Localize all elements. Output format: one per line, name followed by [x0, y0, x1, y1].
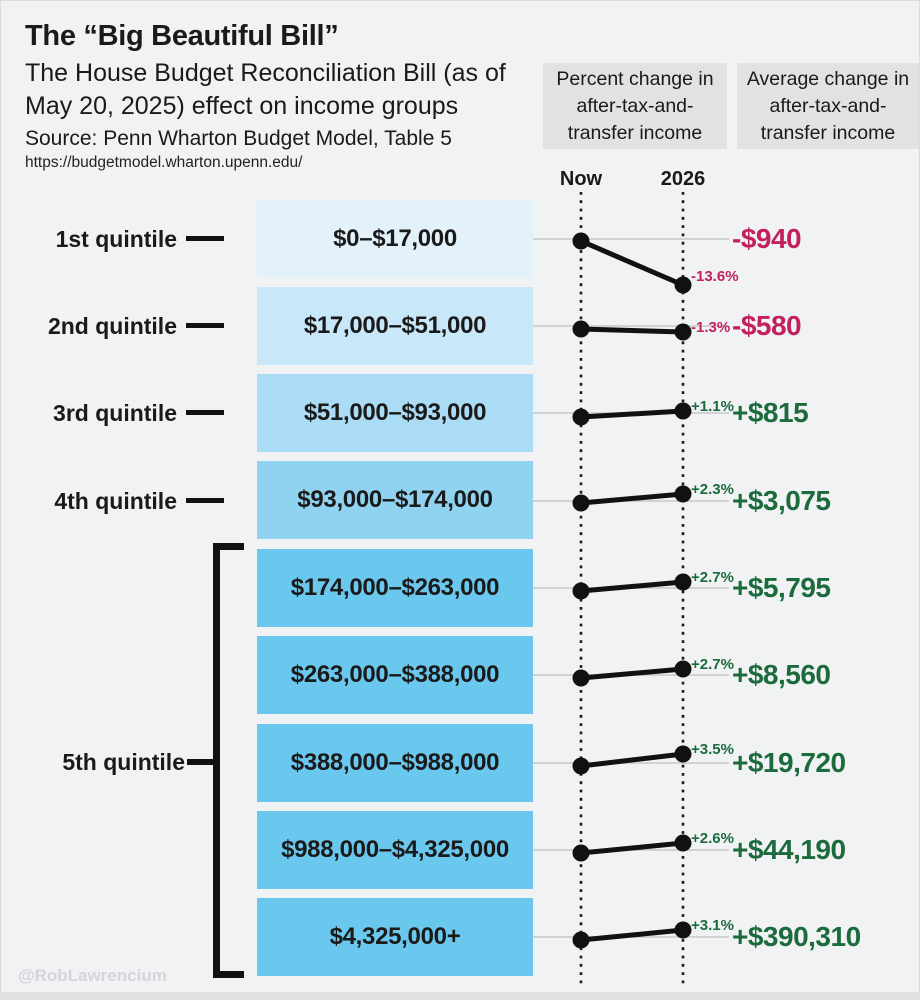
- label-dash: [186, 236, 224, 242]
- axis-label-2026: 2026: [660, 168, 706, 190]
- bracket-vertical: [213, 543, 220, 978]
- percent-change-1: -13.6%: [691, 268, 739, 285]
- percent-change-3: +1.1%: [691, 398, 734, 415]
- quintile-label-1: 1st quintile: [0, 224, 224, 254]
- bracket-connector: [187, 759, 214, 765]
- percent-change-7: +3.5%: [691, 741, 734, 758]
- label-dash: [186, 498, 224, 504]
- income-range-box-7: $388,000–$988,000: [257, 724, 533, 802]
- quintile-label-5: 5th quintile: [62, 749, 185, 775]
- avg-change-2: -$580: [732, 310, 802, 341]
- income-range-box-3: $51,000–$93,000: [257, 374, 533, 452]
- avg-change-4: +$3,075: [732, 485, 831, 516]
- label-dash: [186, 323, 224, 329]
- bracket-bottom-arm: [213, 971, 244, 978]
- avg-change-1: -$940: [732, 223, 802, 254]
- income-range-box-9: $4,325,000+: [257, 898, 533, 976]
- income-range-box-5: $174,000–$263,000: [257, 549, 533, 627]
- avg-change-3: +$815: [732, 397, 809, 428]
- avg-change-5: +$5,795: [732, 572, 831, 603]
- quintile-label-3: 3rd quintile: [0, 398, 224, 428]
- bottom-strip: [0, 992, 920, 1000]
- average-change-header: Average change in after-tax-and-transfer…: [737, 63, 919, 149]
- source-url: https://budgetmodel.wharton.upenn.edu/: [25, 154, 303, 171]
- percent-change-2: -1.3%: [691, 319, 731, 336]
- quintile-label-2: 2nd quintile: [0, 311, 224, 341]
- label-dash: [186, 410, 224, 416]
- avg-change-7: +$19,720: [732, 747, 846, 778]
- page-title: The “Big Beautiful Bill”: [25, 20, 339, 52]
- income-range-box-8: $988,000–$4,325,000: [257, 811, 533, 889]
- percent-change-6: +2.7%: [691, 656, 734, 673]
- percent-change-9: +3.1%: [691, 917, 734, 934]
- percent-change-5: +2.7%: [691, 569, 734, 586]
- bracket-top-arm: [213, 543, 244, 550]
- axis-label-now: Now: [559, 168, 603, 190]
- percent-change-header: Percent change in after-tax-and-transfer…: [543, 63, 727, 149]
- income-range-box-4: $93,000–$174,000: [257, 461, 533, 539]
- header: The “Big Beautiful Bill” The House Budge…: [25, 18, 545, 173]
- percent-change-8: +2.6%: [691, 830, 734, 847]
- quintile-label-4: 4th quintile: [0, 486, 224, 516]
- subtitle-line-2: May 20, 2025) effect on income groups: [25, 92, 459, 120]
- avg-change-9: +$390,310: [732, 921, 861, 952]
- avg-change-8: +$44,190: [732, 834, 846, 865]
- subtitle: The House Budget Reconciliation Bill (as…: [25, 57, 545, 123]
- watermark: @RobLawrencium: [18, 966, 167, 985]
- subtitle-line-1: The House Budget Reconciliation Bill (as…: [25, 59, 506, 87]
- avg-change-6: +$8,560: [732, 659, 831, 690]
- percent-change-4: +2.3%: [691, 481, 734, 498]
- income-range-box-2: $17,000–$51,000: [257, 287, 533, 365]
- income-range-box-6: $263,000–$388,000: [257, 636, 533, 714]
- income-range-box-1: $0–$17,000: [257, 200, 533, 278]
- source-note: Source: Penn Wharton Budget Model, Table…: [25, 127, 452, 150]
